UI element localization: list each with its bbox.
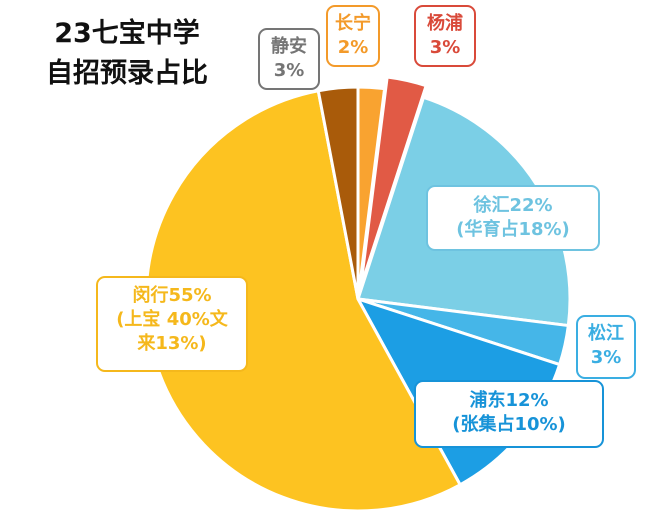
slice-label-xuhui-line-1: 徐汇22% <box>473 195 553 216</box>
slice-label-jingan: 静安 3% <box>258 28 320 90</box>
slice-label-minhang-line-3: 来13%) <box>137 333 207 354</box>
chart-title: 23七宝中学 自招预录占比 <box>12 14 242 94</box>
slice-label-songjiang-line-1: 松江 <box>588 323 624 344</box>
slice-label-yangpu-line-1: 杨浦 <box>427 13 463 34</box>
slice-label-changning: 长宁 2% <box>326 5 380 67</box>
slice-label-pudong-line-1: 浦东12% <box>469 390 549 411</box>
slice-label-jingan-line-2: 3% <box>273 60 305 81</box>
slice-label-songjiang: 松江 3% <box>576 315 636 379</box>
slice-label-yangpu-line-2: 3% <box>429 37 461 58</box>
pie-slice-6 <box>316 85 360 301</box>
slice-label-changning-line-1: 长宁 <box>335 13 371 34</box>
slice-label-xuhui-line-2: (华育占18%) <box>456 219 570 240</box>
slice-label-changning-line-2: 2% <box>337 37 369 58</box>
slice-label-minhang-line-2: (上宝 40%文 <box>116 309 228 330</box>
slice-label-jingan-line-1: 静安 <box>271 36 307 57</box>
chart-title-line-1: 23七宝中学 <box>54 18 200 49</box>
slice-label-yangpu: 杨浦 3% <box>414 5 476 67</box>
slice-label-pudong: 浦东12% (张集占10%) <box>414 380 604 448</box>
slice-label-songjiang-line-2: 3% <box>590 347 622 368</box>
slice-label-minhang: 闵行55% (上宝 40%文 来13%) <box>96 276 248 372</box>
chart-title-line-2: 自招预录占比 <box>46 58 208 89</box>
slice-label-xuhui: 徐汇22% (华育占18%) <box>426 185 600 251</box>
slice-label-minhang-line-1: 闵行55% <box>132 285 212 306</box>
slice-label-pudong-line-2: (张集占10%) <box>452 414 566 435</box>
pie-slice-1 <box>359 75 428 289</box>
